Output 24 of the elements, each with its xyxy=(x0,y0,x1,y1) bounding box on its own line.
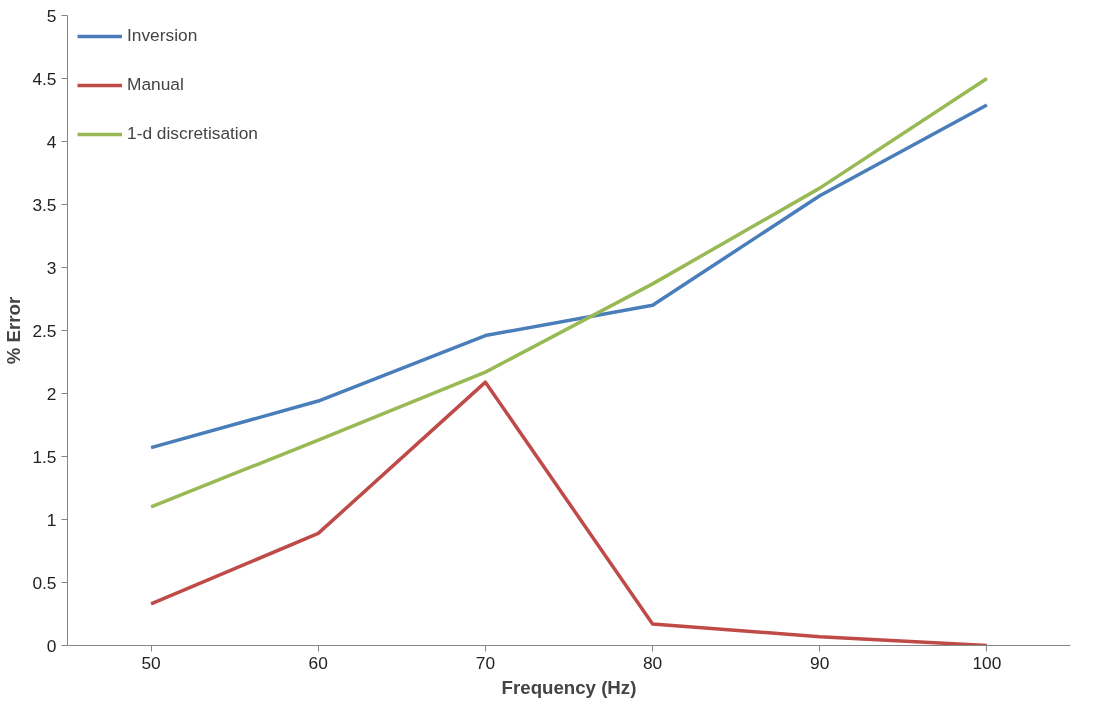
y-tick-label: 4 xyxy=(46,131,57,152)
x-tick-label: 50 xyxy=(141,652,161,673)
y-tick-label: 1.5 xyxy=(32,446,57,467)
x-tick-label: 100 xyxy=(972,652,1002,673)
x-tick-label: 90 xyxy=(810,652,830,673)
y-tick-label: 5 xyxy=(46,5,57,26)
x-axis-title: Frequency (Hz) xyxy=(501,676,637,698)
legend-label: 1-d discretisation xyxy=(127,123,258,144)
y-tick-label: 3 xyxy=(46,257,57,278)
x-tick-label: 70 xyxy=(475,652,496,673)
x-tick-label: 60 xyxy=(308,652,328,673)
line-series xyxy=(149,103,989,450)
line-series xyxy=(149,380,989,646)
y-axis-title: % Error xyxy=(3,296,25,365)
y-tick-label: 2 xyxy=(46,383,57,404)
y-tick-label: 3.5 xyxy=(32,194,57,215)
y-tick-label: 4.5 xyxy=(32,68,57,89)
y-tick-label: 0.5 xyxy=(32,572,57,593)
y-tick-label: 1 xyxy=(46,509,57,530)
legend-label: Manual xyxy=(127,74,184,95)
legend-label: Inversion xyxy=(127,25,198,46)
y-tick-label: 2.5 xyxy=(32,320,57,341)
x-tick-label: 80 xyxy=(642,652,663,673)
y-tick-label: 0 xyxy=(46,635,57,656)
